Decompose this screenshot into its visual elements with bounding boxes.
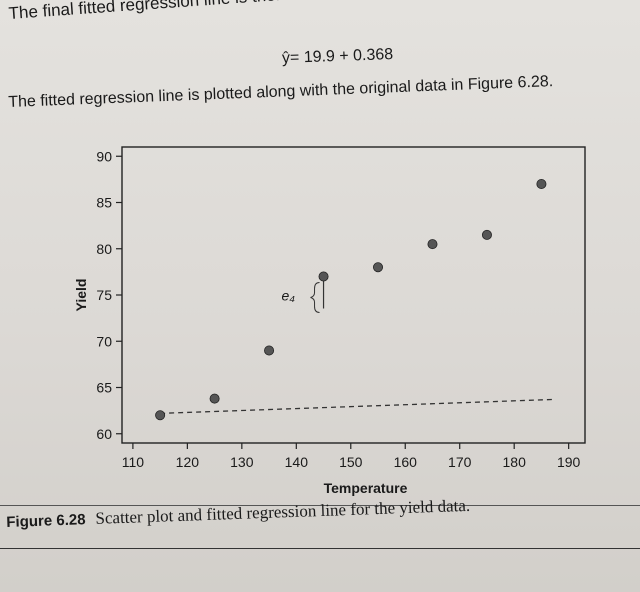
x-tick-label-140: 140 bbox=[285, 454, 309, 470]
x-tick-label-120: 120 bbox=[176, 454, 200, 470]
caption-top-rule bbox=[0, 505, 640, 506]
fitted-line-group bbox=[160, 398, 554, 415]
data-point-6 bbox=[427, 239, 438, 250]
x-tick-label-180: 180 bbox=[503, 454, 527, 470]
x-tick-label-190: 190 bbox=[557, 454, 581, 470]
x-tick-label-130: 130 bbox=[230, 454, 254, 470]
data-point-5 bbox=[373, 262, 384, 273]
data-points bbox=[155, 178, 547, 421]
data-point-8 bbox=[536, 178, 547, 189]
y-tick-label-60: 60 bbox=[96, 426, 112, 442]
residual-brace bbox=[310, 282, 320, 313]
caption-bottom-rule bbox=[0, 548, 640, 549]
data-point-2 bbox=[209, 393, 220, 404]
x-axis-title: Temperature bbox=[324, 480, 408, 496]
data-point-7 bbox=[481, 229, 492, 240]
y-tick-label-90: 90 bbox=[96, 148, 112, 164]
x-tick-label-170: 170 bbox=[448, 454, 472, 470]
y-tick-label-65: 65 bbox=[96, 380, 112, 396]
residual-label: e₄ bbox=[282, 288, 296, 304]
y-tick-label-75: 75 bbox=[96, 287, 112, 303]
data-point-1 bbox=[155, 410, 166, 421]
y-axis: 60 65 70 75 80 85 90 bbox=[96, 148, 122, 442]
y-tick-label-80: 80 bbox=[96, 241, 112, 257]
fitted-regression-line bbox=[160, 398, 554, 415]
residual-annotation bbox=[310, 276, 325, 313]
x-tick-label-150: 150 bbox=[339, 454, 363, 470]
x-tick-label-110: 110 bbox=[122, 454, 145, 470]
y-tick-label-85: 85 bbox=[96, 195, 112, 211]
data-point-3 bbox=[264, 345, 275, 356]
plot-frame bbox=[121, 146, 586, 444]
caption-label: Figure 6.28 bbox=[6, 511, 86, 531]
x-axis: 110 120 130 140 150 160 170 180 190 bbox=[122, 443, 581, 470]
y-axis-title: Yield bbox=[73, 279, 89, 312]
data-point-4 bbox=[318, 271, 329, 282]
x-tick-label-160: 160 bbox=[394, 454, 418, 470]
y-tick-label-70: 70 bbox=[96, 333, 112, 349]
